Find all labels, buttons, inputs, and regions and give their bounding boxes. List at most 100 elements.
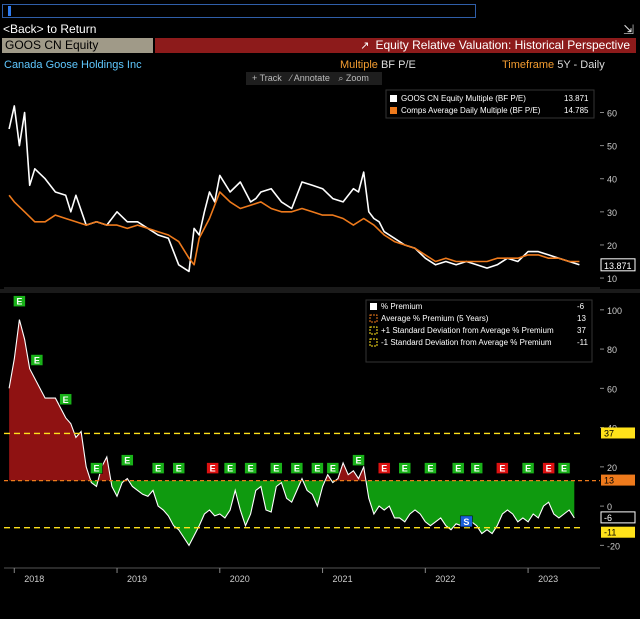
y-tick-label: 60 xyxy=(607,384,617,394)
legend-value: 13.871 xyxy=(564,94,589,103)
legend-label: Average % Premium (5 Years) xyxy=(381,314,489,323)
earnings-marker xyxy=(30,354,44,366)
earnings-marker xyxy=(470,462,483,474)
legend-box-bottom xyxy=(365,299,593,363)
last-value-box xyxy=(601,427,635,439)
earnings-marker xyxy=(398,462,412,474)
earnings-marker xyxy=(557,462,571,474)
y-tick-label: -20 xyxy=(607,541,620,551)
last-value-label-equity: 13.871 xyxy=(604,261,632,271)
legend-swatch xyxy=(390,107,397,114)
legend-swatch xyxy=(369,338,378,347)
earnings-marker xyxy=(311,462,324,474)
legend-value: -6 xyxy=(577,302,585,311)
annotate-button[interactable]: ⁄ Annotate xyxy=(290,73,330,83)
y-tick-label: 10 xyxy=(607,274,617,284)
event-marker-label: E xyxy=(124,456,130,466)
legend-label: GOOS CN Equity Multiple (BF P/E) xyxy=(401,94,526,103)
x-tick-label: 2018 xyxy=(24,574,44,584)
last-value-label: -11 xyxy=(604,528,616,538)
last-value-box xyxy=(601,526,635,538)
last-value-box xyxy=(600,511,636,524)
premium-area-below-average xyxy=(9,480,575,546)
series-line-comps xyxy=(8,191,580,266)
legend-label: -1 Standard Deviation from Average % Pre… xyxy=(381,338,552,347)
earnings-marker xyxy=(352,454,365,466)
event-marker-label: E xyxy=(248,464,254,474)
x-tick-label: 2021 xyxy=(333,574,353,584)
legend-swatch xyxy=(390,95,397,102)
event-marker-label: E xyxy=(474,464,480,474)
y-tick-label: 30 xyxy=(607,208,617,218)
timeframe-value: 5Y - Daily xyxy=(557,59,605,71)
event-marker-label: E xyxy=(546,464,552,474)
legend-value: 14.785 xyxy=(564,106,589,115)
back-link[interactable]: <Back> to Return xyxy=(3,22,97,36)
track-button[interactable]: + Track xyxy=(252,73,282,83)
timeframe-label: Timeframe xyxy=(502,59,555,71)
multiple-value: BF P/E xyxy=(380,59,416,71)
event-marker-label: E xyxy=(356,456,362,466)
earnings-marker xyxy=(270,462,283,474)
ticker-field[interactable]: GOOS CN Equity xyxy=(2,38,153,53)
earnings-marker xyxy=(542,462,555,474)
last-value-label: -6 xyxy=(604,513,612,523)
last-value-label: 13 xyxy=(604,476,614,486)
y-tick-label: 20 xyxy=(607,241,617,251)
text-cursor xyxy=(8,6,11,16)
legend-value: 13 xyxy=(577,314,586,323)
function-title: Equity Relative Valuation: Historical Pe… xyxy=(375,38,630,52)
earnings-marker xyxy=(290,462,304,474)
event-marker-label: E xyxy=(499,464,505,474)
event-marker-label: E xyxy=(16,297,22,307)
premium-area-above-average xyxy=(9,319,366,481)
earnings-marker xyxy=(90,462,103,474)
company-name: Canada Goose Holdings Inc xyxy=(4,59,142,71)
event-marker-label: E xyxy=(381,464,387,474)
legend-label: +1 Standard Deviation from Average % Pre… xyxy=(381,326,554,335)
timeframe-selector[interactable]: Timeframe 5Y - Daily xyxy=(502,59,605,71)
earnings-marker xyxy=(172,462,185,474)
event-marker-label: E xyxy=(330,464,336,474)
x-tick-label: 2023 xyxy=(538,574,558,584)
legend-value: 37 xyxy=(577,326,586,335)
event-marker-label: S xyxy=(463,517,469,527)
zoom-button[interactable]: ⌕ Zoom xyxy=(338,73,369,83)
panel-separator xyxy=(0,289,640,293)
last-value-box-equity xyxy=(600,258,636,272)
earnings-marker xyxy=(223,462,237,474)
legend-value: -11 xyxy=(577,338,589,347)
earnings-marker xyxy=(151,462,165,474)
split-marker xyxy=(460,515,473,528)
command-line[interactable] xyxy=(2,4,476,18)
event-marker-label: E xyxy=(155,464,161,474)
earnings-marker xyxy=(424,462,437,474)
earnings-marker xyxy=(377,462,391,474)
series-line-equity xyxy=(8,105,580,273)
popout-icon[interactable]: ↗ xyxy=(360,40,370,52)
event-marker-label: E xyxy=(402,464,408,474)
event-marker-label: E xyxy=(455,464,461,474)
legend-box-top xyxy=(385,89,595,119)
legend-swatch xyxy=(369,326,378,335)
last-value-label: 37 xyxy=(604,428,614,438)
legend-swatch xyxy=(370,303,377,310)
event-marker-label: E xyxy=(176,464,182,474)
window-resize-icon[interactable]: ⇲ xyxy=(623,22,634,37)
event-marker-label: E xyxy=(525,464,531,474)
event-marker-label: E xyxy=(34,356,40,366)
y-tick-label: 50 xyxy=(607,142,617,152)
event-marker-label: E xyxy=(273,464,279,474)
earnings-marker xyxy=(521,462,535,474)
series-line-premium xyxy=(8,319,575,547)
y-tick-label: 60 xyxy=(607,108,617,118)
y-tick-label: 80 xyxy=(607,345,617,355)
earnings-marker xyxy=(326,462,340,474)
multiple-selector[interactable]: Multiple BF P/E xyxy=(340,59,416,71)
event-marker-label: E xyxy=(63,395,69,405)
last-value-box xyxy=(601,474,635,486)
y-tick-label: 100 xyxy=(607,306,622,316)
event-marker-label: E xyxy=(427,464,433,474)
y-tick-label: 20 xyxy=(607,463,617,473)
event-marker-label: E xyxy=(561,464,567,474)
